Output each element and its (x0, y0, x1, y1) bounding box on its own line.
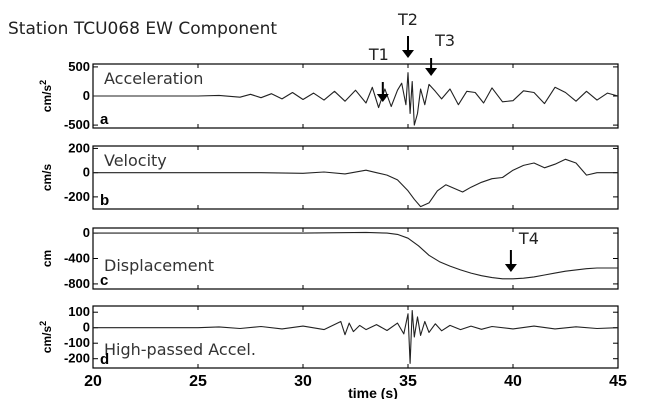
y-axis-unit: cm/s (40, 326, 54, 354)
arrow-head (376, 94, 389, 102)
y-axis-unit-exponent: 2 (38, 80, 48, 85)
panel-a: 500 0 -500 cm/s2 Acceleration a (38, 59, 619, 132)
x-axis: 20 25 30 35 40 45 (84, 373, 627, 390)
y-axis-label: cm/s (40, 164, 54, 192)
x-tick-label: 30 (294, 373, 312, 390)
series-line-c (93, 231, 618, 280)
panel-frame (92, 305, 619, 369)
arrow-head (402, 50, 414, 58)
y-tick-label: -200 (64, 189, 90, 204)
panel-frame (92, 145, 619, 210)
x-tick-label: 45 (609, 373, 627, 390)
x-tick-label: 40 (504, 373, 522, 390)
panel-letter: d (100, 351, 109, 368)
x-tick-label: 25 (189, 373, 207, 390)
annotation-label: T4 (518, 229, 539, 248)
y-axis-label: cm (40, 250, 54, 267)
y-axis-unit: cm/s (40, 85, 54, 113)
y-axis-unit: cm (40, 250, 54, 267)
annotation-t1: T1 (368, 45, 389, 102)
panel-name: Displacement (104, 256, 214, 275)
y-tick-label: -800 (64, 276, 90, 291)
annotation-label: T2 (397, 10, 418, 29)
x-tick-label: 20 (84, 373, 102, 390)
y-tick-label: 500 (68, 59, 90, 74)
annotation-t2: T2 (397, 10, 418, 58)
y-tick-label: 100 (68, 304, 90, 319)
x-tick-label: 35 (399, 373, 417, 390)
y-axis-unit-exponent: 2 (38, 321, 48, 326)
y-tick-label: 0 (83, 165, 90, 180)
y-tick-label: 0 (83, 88, 90, 103)
panel-letter: b (100, 192, 109, 209)
annotation-label: T3 (434, 31, 455, 50)
y-axis-label: cm/s2 (38, 321, 54, 353)
y-tick-label: 0 (83, 225, 90, 240)
y-axis-label: cm/s2 (38, 80, 54, 112)
panel-name: Velocity (104, 151, 167, 170)
series-line-a (93, 72, 619, 126)
panel-letter: a (100, 111, 109, 128)
y-tick-label: 200 (68, 140, 90, 155)
annotation-label: T1 (368, 45, 389, 64)
arrow-head (425, 68, 438, 76)
panel-name: Acceleration (104, 69, 203, 88)
y-tick-label: -200 (64, 351, 90, 366)
y-axis-unit: cm/s (40, 164, 54, 192)
arrow-head (504, 264, 517, 272)
annotations: T1 T2 T3 T4 (368, 10, 539, 272)
panel-letter: c (100, 272, 108, 289)
y-tick-label: -100 (64, 335, 90, 350)
series-line-d (93, 310, 619, 364)
x-axis-label: time (s) (348, 385, 398, 399)
y-tick-label: -400 (64, 251, 90, 266)
y-tick-label: -500 (64, 117, 90, 132)
y-tick-label: 0 (83, 320, 90, 335)
chart-title: Station TCU068 EW Component (8, 19, 277, 39)
panel-b: 200 0 -200 cm/s Velocity b (40, 140, 619, 210)
annotation-t3: T3 (425, 31, 455, 76)
panel-name: High-passed Accel. (104, 340, 256, 359)
annotation-t4: T4 (504, 229, 539, 272)
series-line-b (93, 158, 618, 208)
